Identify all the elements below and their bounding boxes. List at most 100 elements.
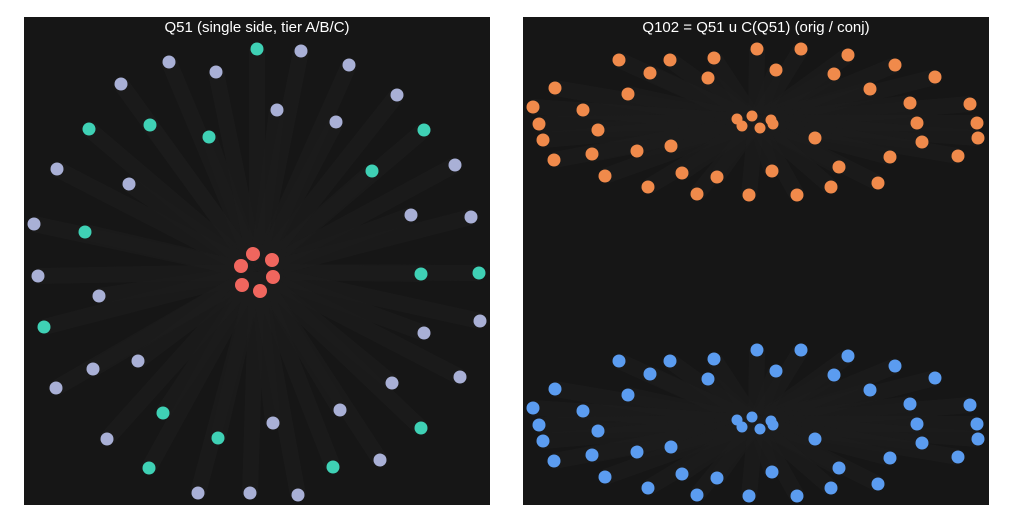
node	[824, 180, 838, 194]
node	[329, 115, 343, 129]
node	[333, 403, 347, 417]
node	[710, 471, 724, 485]
node	[794, 42, 808, 56]
node	[767, 419, 779, 431]
node	[142, 461, 156, 475]
node	[591, 123, 605, 137]
node	[414, 267, 428, 281]
edge	[249, 118, 344, 276]
node	[790, 188, 804, 202]
node	[690, 488, 704, 502]
node	[598, 169, 612, 183]
node	[621, 388, 635, 402]
node	[746, 411, 758, 423]
node	[664, 139, 678, 153]
edge	[101, 266, 263, 445]
node	[266, 270, 280, 284]
node	[591, 424, 605, 438]
node	[31, 269, 45, 283]
node	[576, 103, 590, 117]
node	[951, 450, 965, 464]
node	[390, 88, 404, 102]
node	[548, 81, 562, 95]
node	[472, 266, 486, 280]
node	[742, 489, 756, 503]
node	[246, 247, 260, 261]
node	[621, 87, 635, 101]
edge	[114, 79, 264, 277]
edge	[97, 264, 259, 304]
node	[951, 149, 965, 163]
node	[915, 436, 929, 450]
node	[114, 77, 128, 91]
node	[294, 44, 308, 58]
node	[675, 467, 689, 481]
node	[863, 383, 877, 397]
node	[585, 448, 599, 462]
node	[270, 103, 284, 117]
node	[641, 180, 655, 194]
node	[707, 51, 721, 65]
node	[27, 217, 41, 231]
node	[373, 453, 387, 467]
node	[122, 177, 136, 191]
node	[100, 432, 114, 446]
node	[49, 381, 63, 395]
node	[630, 445, 644, 459]
edge	[255, 209, 473, 280]
node	[883, 150, 897, 164]
edge	[32, 216, 259, 280]
edge	[249, 270, 306, 497]
node	[928, 371, 942, 385]
node	[532, 418, 546, 432]
node	[547, 454, 561, 468]
node	[832, 461, 846, 475]
node	[532, 117, 546, 131]
node	[641, 481, 655, 495]
node	[234, 259, 248, 273]
node	[790, 489, 804, 503]
node	[971, 131, 985, 145]
node	[928, 70, 942, 84]
node	[547, 153, 561, 167]
node	[37, 320, 51, 334]
edge	[690, 116, 763, 200]
node	[808, 131, 822, 145]
node	[265, 253, 279, 267]
node	[663, 354, 677, 368]
node	[701, 71, 715, 85]
node	[526, 401, 540, 415]
node	[417, 123, 431, 137]
edge	[250, 267, 387, 465]
node	[871, 477, 885, 491]
node	[746, 110, 758, 122]
node	[414, 421, 428, 435]
node	[131, 354, 145, 368]
edge	[690, 417, 763, 501]
node	[78, 225, 92, 239]
edge	[251, 265, 398, 390]
node	[767, 118, 779, 130]
node	[585, 147, 599, 161]
node	[808, 432, 822, 446]
node	[82, 122, 96, 136]
node	[707, 352, 721, 366]
node	[464, 210, 478, 224]
node	[92, 289, 106, 303]
node	[643, 66, 657, 80]
node	[612, 354, 626, 368]
node	[827, 368, 841, 382]
node	[548, 382, 562, 396]
node	[824, 481, 838, 495]
node	[963, 97, 977, 111]
node	[970, 116, 984, 130]
node	[536, 133, 550, 147]
node	[841, 349, 855, 363]
node	[50, 162, 64, 176]
node	[915, 135, 929, 149]
node	[754, 423, 766, 435]
node	[827, 67, 841, 81]
node	[86, 362, 100, 376]
node	[742, 188, 756, 202]
node	[963, 398, 977, 412]
